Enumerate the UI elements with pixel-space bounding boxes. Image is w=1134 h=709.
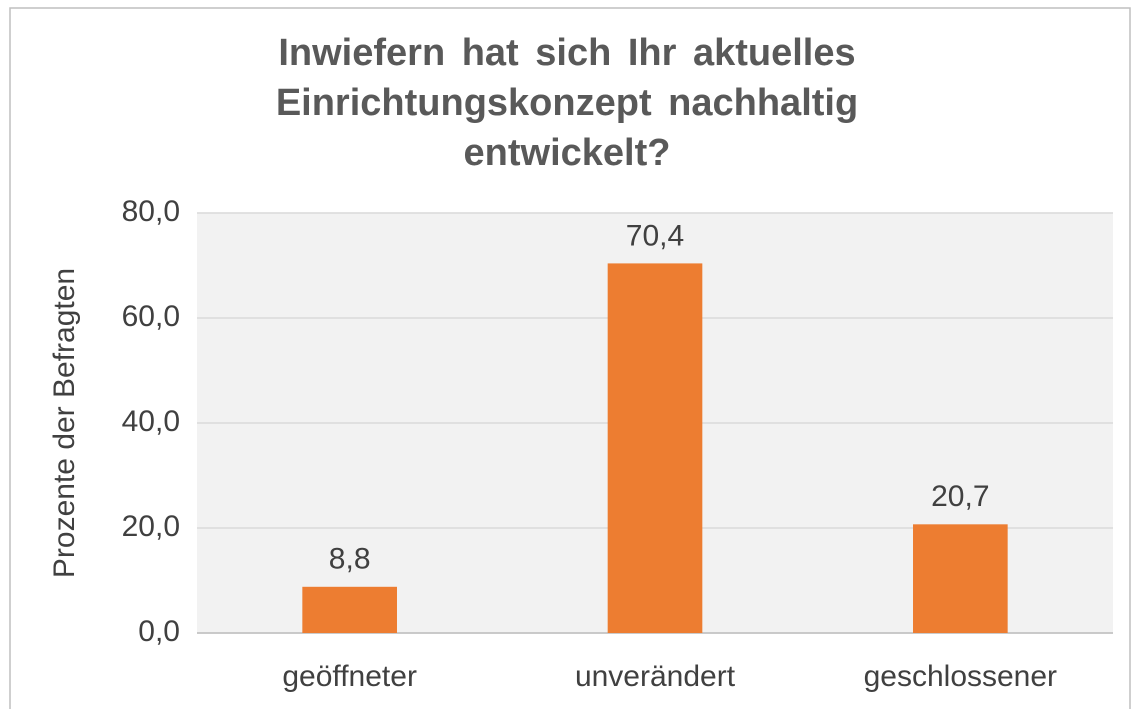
data-label: 20,7 (931, 480, 989, 513)
y-axis-label: Prozente der Befragten (48, 268, 81, 578)
x-tick-label: unverändert (575, 660, 736, 693)
bar (302, 586, 397, 633)
data-label: 8,8 (329, 543, 371, 576)
x-tick-label: geschlossener (864, 660, 1057, 693)
bar (913, 524, 1008, 633)
chart-border (9, 7, 1131, 709)
data-label: 70,4 (626, 219, 684, 252)
y-tick-label: 0,0 (138, 615, 180, 648)
y-tick-label: 60,0 (122, 300, 180, 333)
y-tick-label: 20,0 (122, 510, 180, 543)
x-tick-label: geöffneter (282, 660, 417, 693)
bar (607, 263, 703, 633)
chart-title: Inwiefern hat sich Ihr aktuelles Einrich… (275, 32, 859, 174)
y-tick-label: 40,0 (122, 405, 180, 438)
y-tick-label: 80,0 (122, 195, 180, 228)
